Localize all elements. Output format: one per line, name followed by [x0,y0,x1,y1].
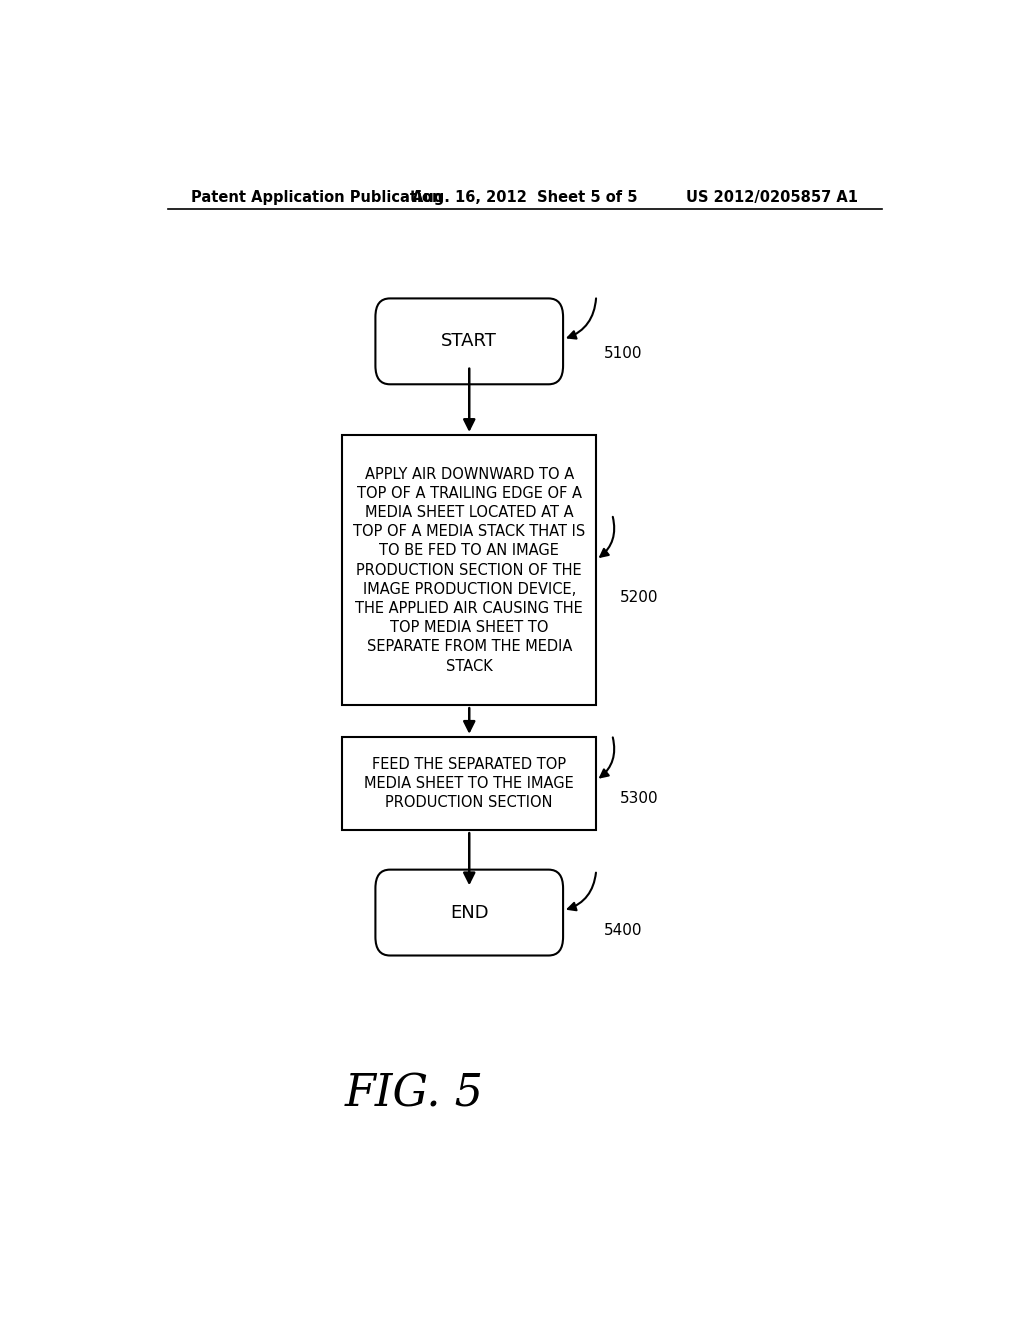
Text: START: START [441,333,498,350]
Text: 5300: 5300 [620,791,658,807]
Text: APPLY AIR DOWNWARD TO A
TOP OF A TRAILING EDGE OF A
MEDIA SHEET LOCATED AT A
TOP: APPLY AIR DOWNWARD TO A TOP OF A TRAILIN… [353,466,586,673]
Text: FEED THE SEPARATED TOP
MEDIA SHEET TO THE IMAGE
PRODUCTION SECTION: FEED THE SEPARATED TOP MEDIA SHEET TO TH… [365,756,574,810]
FancyBboxPatch shape [376,298,563,384]
Text: Patent Application Publication: Patent Application Publication [191,190,443,205]
Text: END: END [450,904,488,921]
Text: 5100: 5100 [604,346,643,362]
Bar [342,436,596,705]
Text: FIG. 5: FIG. 5 [344,1072,483,1115]
Text: 5400: 5400 [604,924,643,939]
Text: 5200: 5200 [620,590,658,605]
Bar [342,737,596,830]
FancyBboxPatch shape [376,870,563,956]
Text: US 2012/0205857 A1: US 2012/0205857 A1 [686,190,858,205]
Text: Aug. 16, 2012  Sheet 5 of 5: Aug. 16, 2012 Sheet 5 of 5 [412,190,638,205]
